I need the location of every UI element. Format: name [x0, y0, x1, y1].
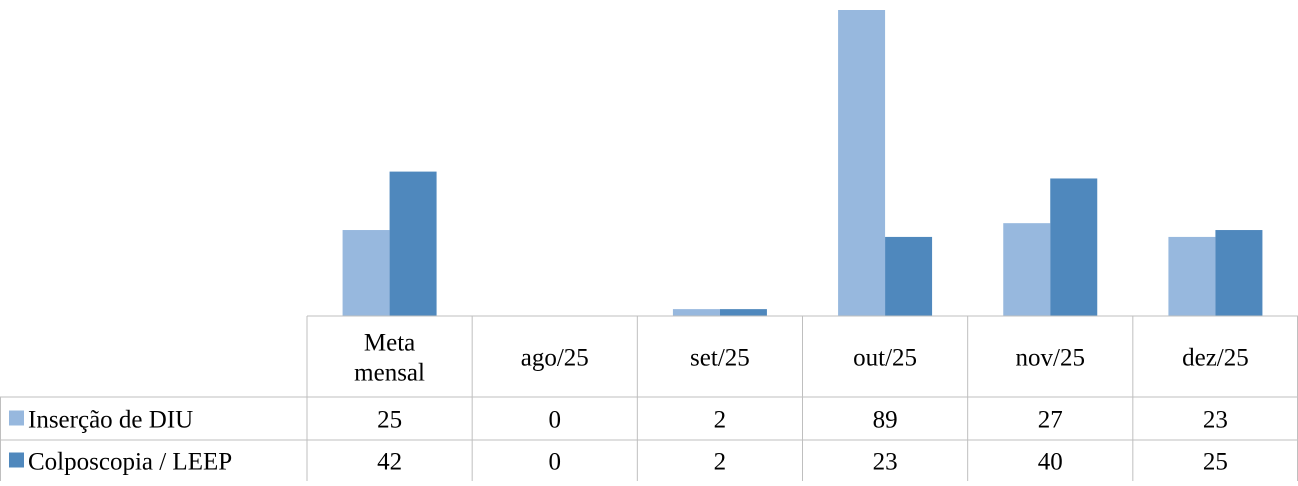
data-label-1-2: 2 [714, 449, 727, 476]
bar-colposcopia-leep-4 [1050, 178, 1098, 316]
data-label-0-1: 0 [549, 407, 562, 434]
data-label-0-2: 2 [714, 407, 727, 434]
bar-insercao-diu-0 [342, 230, 390, 316]
data-label-0-3: 89 [873, 407, 898, 434]
bar-insercao-diu-4 [1003, 223, 1051, 316]
bar-colposcopia-leep-0 [389, 171, 437, 316]
data-label-1-4: 40 [1038, 449, 1063, 476]
bar-colposcopia-leep-5 [1215, 230, 1263, 316]
data-label-0-5: 23 [1203, 407, 1228, 434]
bars-layer [342, 10, 1263, 316]
bar-insercao-diu-2 [672, 309, 720, 316]
bar-insercao-diu-5 [1168, 236, 1216, 316]
category-label-0-line-1: mensal [354, 360, 425, 387]
bar-colposcopia-leep-2 [719, 309, 767, 316]
category-label-4: nov/25 [1016, 345, 1085, 372]
category-label-2: set/25 [690, 345, 750, 372]
category-label-3: out/25 [853, 345, 917, 372]
bar-insercao-diu-3 [838, 10, 886, 316]
bar-colposcopia-leep-3 [885, 236, 933, 316]
category-label-0-line-0: Meta [364, 330, 415, 357]
data-label-1-1: 0 [549, 449, 562, 476]
category-label-1: ago/25 [521, 345, 589, 372]
legend-label-0: Inserção de DIU [28, 407, 193, 434]
data-label-0-0: 25 [377, 407, 402, 434]
data-label-1-5: 25 [1203, 449, 1228, 476]
legend-key-0 [9, 410, 24, 426]
data-label-0-4: 27 [1038, 407, 1063, 434]
data-table: Meta mensal ago/25 set/25 out/25 nov/25 dez/25… [0, 315, 1298, 481]
data-label-1-3: 23 [873, 449, 898, 476]
data-label-1-0: 42 [377, 449, 402, 476]
category-label-5: dez/25 [1182, 345, 1249, 372]
legend-key-1 [9, 452, 24, 468]
legend-label-1: Colposcopia / LEEP [28, 449, 232, 476]
